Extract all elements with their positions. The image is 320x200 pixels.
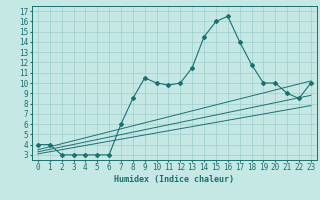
X-axis label: Humidex (Indice chaleur): Humidex (Indice chaleur)	[115, 175, 234, 184]
